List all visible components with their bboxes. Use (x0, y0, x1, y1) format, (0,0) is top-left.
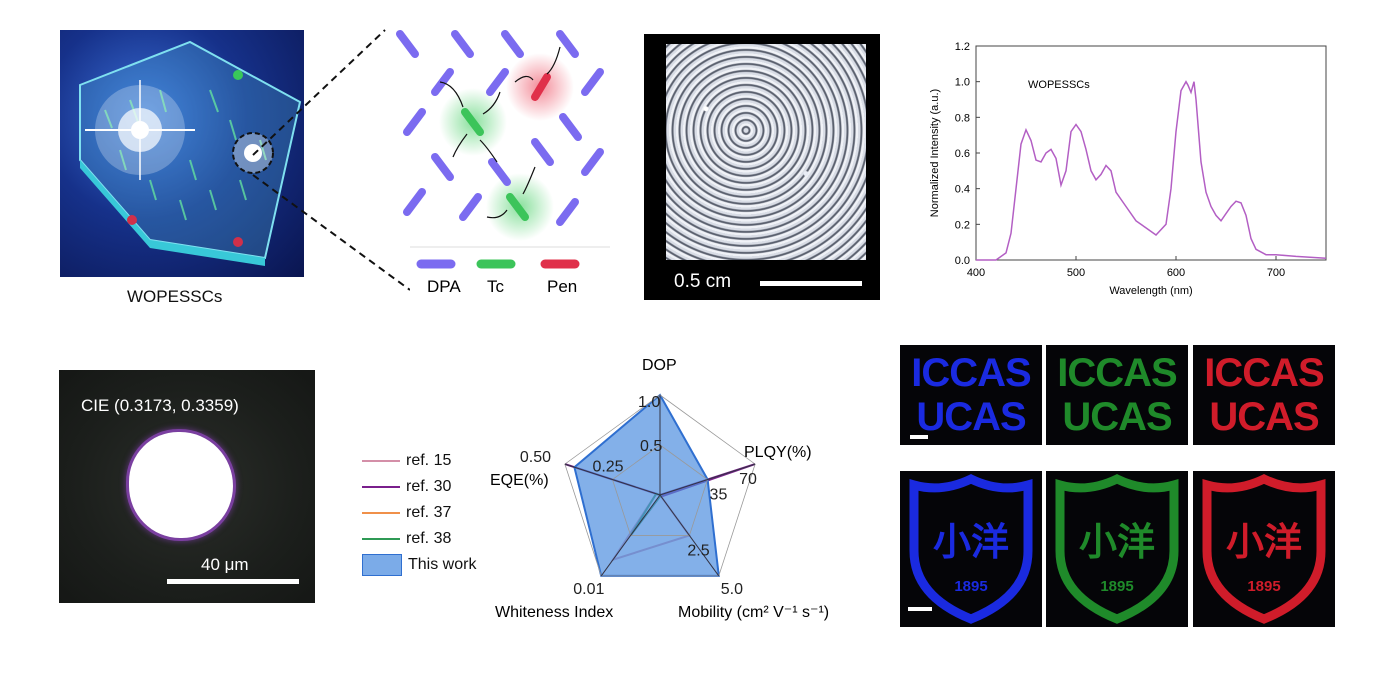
x-axis-label: Wavelength (nm) (1109, 285, 1192, 297)
micrograph-scale-label: 0.5 cm (674, 271, 732, 292)
radar-chart: 1.0 0.5 70 35 5.0 2.5 0.01 0.50 0.25 DOP PLQY(%) Mo… (490, 357, 829, 621)
radar-legend-label: This work (408, 556, 477, 573)
x-tick-label: 700 (1267, 267, 1285, 279)
shield-emblem-icon: 小洋 1895 (1055, 474, 1179, 624)
emblem-chars: 小洋 (933, 522, 1009, 564)
radar-legend-swatch (362, 486, 400, 488)
radar-tick-label: 0.01 (573, 581, 604, 598)
panel-particle-image: CIE (0.3173, 0.3359) 40 μm (59, 370, 315, 603)
particle-scale-bar (167, 579, 299, 584)
emblem-chars: 小洋 (1226, 522, 1302, 564)
molecular-packing-diagram: DPA Tc Pen (396, 30, 610, 296)
emblem-year: 1895 (954, 578, 987, 595)
x-tick-label: 400 (967, 267, 985, 279)
radar-spoke (600, 494, 661, 577)
y-tick-label: 0.0 (955, 255, 970, 267)
panel-micrograph: 0.5 cm (644, 34, 880, 300)
micrograph-scale-bar (760, 281, 862, 286)
legend-dpa: DPA (427, 277, 461, 296)
panel-crystal-illustration (60, 30, 304, 277)
shield-outline (1055, 474, 1179, 624)
radar-legend-label: ref. 38 (406, 530, 452, 547)
emblem-logo-tile: 小洋 1895 (1046, 471, 1188, 627)
crystal-render (60, 30, 304, 277)
y-tick-label: 0.8 (955, 112, 970, 124)
radar-legend-swatch (362, 554, 402, 576)
spectrum-line (976, 80, 1327, 261)
logo-scale-bar (910, 435, 928, 439)
x-tick-label: 600 (1167, 267, 1185, 279)
shield-emblem-icon: 小洋 1895 (1202, 474, 1326, 624)
y-tick-label: 1.0 (955, 77, 970, 89)
iccas-logo-tile: ICCAS UCAS (1193, 345, 1335, 445)
logo-text-line: UCAS (1062, 395, 1172, 439)
radar-legend-item: ref. 15 (362, 448, 512, 474)
y-axis-label: Normalized Intensity (a.u.) (929, 89, 941, 217)
micrograph-image (666, 44, 866, 260)
iccas-logo-tile: ICCAS UCAS (900, 345, 1042, 445)
radar-axis-name: Whiteness Index (495, 604, 613, 621)
radar-legend-swatch (362, 538, 400, 540)
legend-tc: Tc (487, 277, 505, 296)
emblem-logo-tile: 小洋 1895 (1193, 471, 1335, 627)
radar-legend-label: ref. 30 (406, 478, 452, 495)
radar-legend-swatch (362, 512, 400, 514)
zoom-lines (252, 29, 410, 291)
radar-tick-label: 0.50 (520, 449, 551, 466)
particle-scale-label: 40 μm (201, 555, 249, 574)
shield-outline (909, 474, 1033, 624)
emblem-scale-bar (908, 607, 932, 611)
logo-text-line: ICCAS (1204, 351, 1324, 395)
radar-legend-item: ref. 38 (362, 526, 512, 552)
legend-pen: Pen (547, 277, 577, 296)
radar-tick-label: 2.5 (687, 542, 709, 559)
emission-spectrum-chart: 0.0 0.2 0.4 0.6 0.8 1.0 1.2 400 500 600 700 Wavelen… (929, 41, 1327, 297)
y-tick-label: 0.4 (955, 184, 970, 196)
y-tick-label: 0.6 (955, 148, 970, 160)
emblem-logo-tile: 小洋 1895 (900, 471, 1042, 627)
emblem-chars: 小洋 (1079, 522, 1155, 564)
y-tick-label: 1.2 (955, 41, 970, 53)
radar-legend-label: ref. 15 (406, 452, 452, 469)
crystal-svg (79, 40, 302, 266)
radar-legend-item: ref. 37 (362, 500, 512, 526)
radar-spoke (659, 494, 720, 577)
radar-legend-item: ref. 30 (362, 474, 512, 500)
radar-spoke (659, 463, 756, 496)
y-tick-label: 0.2 (955, 219, 970, 231)
radar-tick-label: 35 (710, 487, 728, 504)
crystal-caption: WOPESSCs (127, 287, 223, 306)
logo-text-line: UCAS (1209, 395, 1319, 439)
radar-legend: ref. 15 ref. 30 ref. 37 ref. 38 This work (362, 448, 512, 578)
radar-tick-label: 1.0 (638, 394, 660, 411)
iccas-logo-tile: ICCAS UCAS (1046, 345, 1188, 445)
emblem-year: 1895 (1247, 578, 1280, 595)
radar-axis-name: EQE(%) (490, 472, 549, 489)
radar-grid-ring (611, 444, 709, 536)
radar-tick-label: 70 (739, 471, 757, 488)
radar-axis-name: DOP (642, 357, 677, 374)
radar-axis-name: PLQY(%) (744, 444, 812, 461)
radar-legend-item: This work (362, 552, 512, 578)
shield-emblem-icon: 小洋 1895 (908, 474, 1033, 624)
logo-text-line: UCAS (916, 395, 1026, 439)
radar-grid-ring (564, 394, 756, 577)
radar-spoke (564, 463, 661, 496)
cie-label: CIE (0.3173, 0.3359) (81, 396, 239, 415)
x-tick-label: 500 (1067, 267, 1085, 279)
logo-text-line: ICCAS (1057, 351, 1177, 395)
panel-patterned-logos: ICCAS UCAS ICCAS UCAS ICCAS UCAS 小洋 1895 小洋 1895… (900, 345, 1340, 627)
white-particle (129, 432, 233, 538)
radar-tick-label: 5.0 (721, 581, 743, 598)
radar-legend-label: ref. 37 (406, 504, 452, 521)
radar-axis-name: Mobility (cm² V⁻¹ s⁻¹) (678, 604, 829, 621)
radar-tick-label: 0.5 (640, 438, 662, 455)
emblem-year: 1895 (1100, 578, 1133, 595)
shield-outline (1202, 474, 1326, 624)
logo-text-line: ICCAS (911, 351, 1031, 395)
radar-tick-label: 0.25 (592, 459, 623, 476)
spectrum-annotation: WOPESSCs (1028, 79, 1090, 91)
radar-legend-swatch (362, 460, 400, 462)
